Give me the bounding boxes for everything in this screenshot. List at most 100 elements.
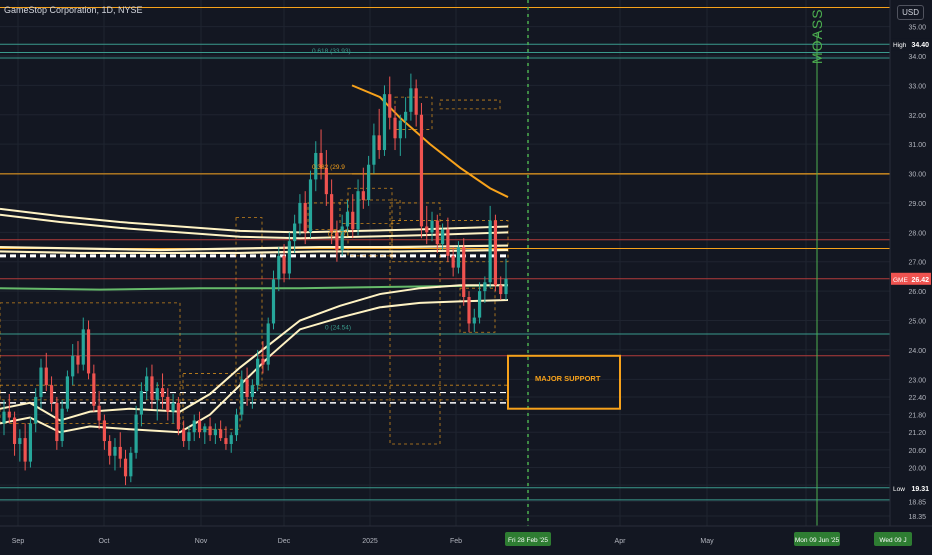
candle-body — [266, 323, 270, 365]
x-tick-label: Sep — [12, 538, 25, 545]
candle-body — [372, 135, 376, 165]
candle-body — [324, 167, 328, 195]
currency-button[interactable]: USD — [897, 5, 924, 20]
candle-body — [139, 391, 143, 415]
candle-body — [293, 223, 297, 242]
low-tag-label: Low — [893, 486, 905, 493]
candle-body — [488, 220, 492, 283]
candle-body — [446, 229, 450, 256]
y-tick-label: 28.00 — [908, 230, 926, 237]
candle-body — [97, 405, 101, 421]
candle-body — [129, 452, 133, 477]
candle-body — [398, 120, 402, 139]
date-label: Mon 09 Jun '25 — [795, 537, 840, 544]
low-tag-value: 19.31 — [911, 486, 929, 493]
last-price-tag-label: GME — [893, 277, 908, 284]
high-tag-bg — [891, 38, 931, 51]
candle-body — [44, 367, 48, 386]
candle-body — [456, 247, 461, 268]
candle-body — [219, 429, 223, 439]
candle-body — [425, 226, 429, 233]
y-tick-label: 27.00 — [908, 260, 926, 267]
candle-body — [134, 414, 138, 453]
ma-line — [0, 248, 509, 255]
x-tick-label: Dec — [278, 538, 291, 545]
date-label-bg — [505, 532, 551, 546]
y-tick-label: 21.20 — [908, 430, 926, 437]
candle-body — [2, 411, 6, 424]
x-tick-label: Apr — [615, 538, 627, 545]
dashed-zone-box — [439, 99, 501, 110]
moving-average-bands — [0, 84, 509, 434]
dashed-zone-box — [235, 217, 263, 389]
candle-body — [18, 438, 22, 444]
y-tick-label: 31.00 — [908, 142, 926, 149]
y-tick-label: 18.85 — [908, 499, 926, 506]
y-tick-label: 30.00 — [908, 172, 926, 179]
candle-body — [145, 376, 149, 392]
ribbon-lower — [0, 298, 509, 434]
candle-body — [171, 402, 175, 412]
major-support-box — [507, 354, 621, 410]
chart-title: GameStop Corporation, 1D, NYSE — [4, 5, 143, 15]
candle-body — [197, 420, 202, 433]
y-tick-label: 34.00 — [908, 54, 926, 61]
candle-body — [298, 202, 302, 224]
candle-body — [7, 411, 11, 418]
ribbon-upper — [0, 284, 508, 422]
ma-line — [0, 207, 509, 234]
candle-body — [150, 376, 154, 400]
y-tick-label: 21.80 — [908, 413, 926, 420]
fib-mid-label: (27.77) — [328, 230, 349, 237]
candle-body — [430, 220, 434, 233]
candle-body — [440, 229, 445, 245]
candle-body — [435, 220, 439, 245]
candle-body — [361, 191, 365, 201]
date-label-bg — [874, 532, 912, 546]
candle-body — [271, 279, 276, 324]
candle-body — [261, 358, 265, 365]
candle-body — [404, 111, 408, 121]
candle-body — [23, 438, 27, 462]
candle-body — [160, 388, 165, 397]
candlesticks — [2, 73, 508, 486]
high-tag-value: 34.40 — [911, 42, 929, 49]
candle-body — [203, 426, 207, 433]
candle-body — [113, 446, 117, 456]
candle-body — [351, 211, 355, 230]
candle-body — [319, 152, 323, 168]
candle-body — [335, 232, 339, 250]
candle-body — [382, 94, 387, 151]
candle-body — [303, 202, 307, 233]
y-tick-label: 23.00 — [908, 377, 926, 384]
candle-body — [308, 179, 313, 233]
candle-body — [345, 211, 350, 227]
x-tick-label: Feb — [450, 538, 462, 545]
y-tick-label: 18.35 — [908, 514, 926, 521]
dashed-zone-box — [0, 302, 181, 424]
candle-body — [314, 152, 318, 180]
candle-body — [499, 285, 503, 295]
candle-body — [414, 88, 418, 115]
candle-body — [256, 358, 260, 386]
dashed-zone-box — [389, 202, 441, 445]
y-tick-label: 20.60 — [908, 448, 926, 455]
fib-618-label: 0.618 (33.93) — [312, 48, 351, 55]
ma-line — [0, 244, 509, 252]
dashed-zone-box — [347, 187, 393, 257]
fib-0-label: 0 (24.54) — [325, 324, 351, 331]
candle-body — [419, 114, 424, 227]
candle-body — [192, 420, 196, 433]
candle-body — [155, 388, 159, 400]
candle-body — [330, 194, 334, 233]
candle-body — [245, 379, 249, 397]
fib-382-label: 0.382 (29.9 — [312, 164, 345, 171]
y-tick-label: 26.00 — [908, 289, 926, 296]
time-axis-bg — [0, 526, 932, 550]
horizontal-levels — [0, 0, 906, 526]
candle-body — [86, 329, 91, 374]
date-label: Fri 28 Feb '25 — [508, 537, 548, 544]
